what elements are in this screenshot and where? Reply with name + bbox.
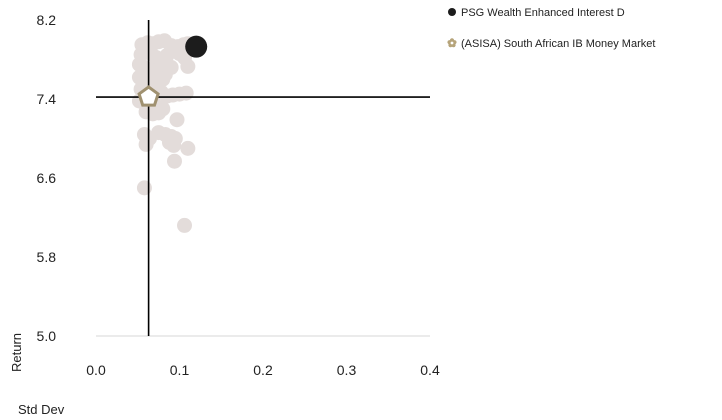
y-tick-label: 5.8	[37, 249, 57, 265]
x-tick-label: 0.4	[420, 362, 440, 378]
fund-point	[185, 35, 208, 58]
x-tick-label: 0.2	[253, 362, 273, 378]
peer-point	[180, 58, 196, 74]
y-tick-label: 7.4	[37, 91, 57, 107]
peer-point	[177, 217, 193, 233]
benchmark-point	[137, 85, 160, 107]
x-axis-ticks: 0.0 0.1 0.2 0.3 0.4	[86, 362, 440, 378]
peer-point	[166, 137, 182, 153]
y-tick-label: 5.0	[37, 328, 57, 344]
x-tick-label: 0.0	[86, 362, 106, 378]
legend-label: PSG Wealth Enhanced Interest D	[461, 7, 625, 19]
y-tick-label: 6.6	[37, 170, 57, 186]
peer-point	[163, 59, 179, 75]
x-axis-title: Std Dev	[18, 402, 65, 417]
highlight-points	[137, 35, 208, 107]
peer-point	[159, 48, 175, 64]
peer-point	[169, 112, 185, 128]
x-tick-label: 0.3	[337, 362, 357, 378]
legend-marker-petal	[447, 40, 452, 45]
legend-marker-circle	[448, 8, 456, 16]
peer-point	[166, 153, 182, 169]
x-tick-label: 0.1	[170, 362, 190, 378]
peer-point	[138, 136, 154, 152]
legend-marker-flower	[447, 38, 457, 48]
peer-point	[155, 71, 171, 87]
peer-point	[180, 140, 196, 156]
y-tick-label: 8.2	[37, 12, 57, 28]
legend-marker-center	[450, 41, 454, 45]
peer-point	[136, 180, 152, 196]
peer-point	[178, 85, 194, 101]
peer-point	[151, 105, 167, 121]
y-axis-ticks: 5.0 5.8 6.6 7.4 8.2	[37, 12, 57, 344]
y-axis-title: Return	[9, 333, 24, 372]
peer-points	[131, 33, 196, 233]
legend-label: (ASISA) South African IB Money Market	[461, 38, 655, 50]
legend: PSG Wealth Enhanced Interest D (ASISA) So…	[447, 7, 655, 50]
